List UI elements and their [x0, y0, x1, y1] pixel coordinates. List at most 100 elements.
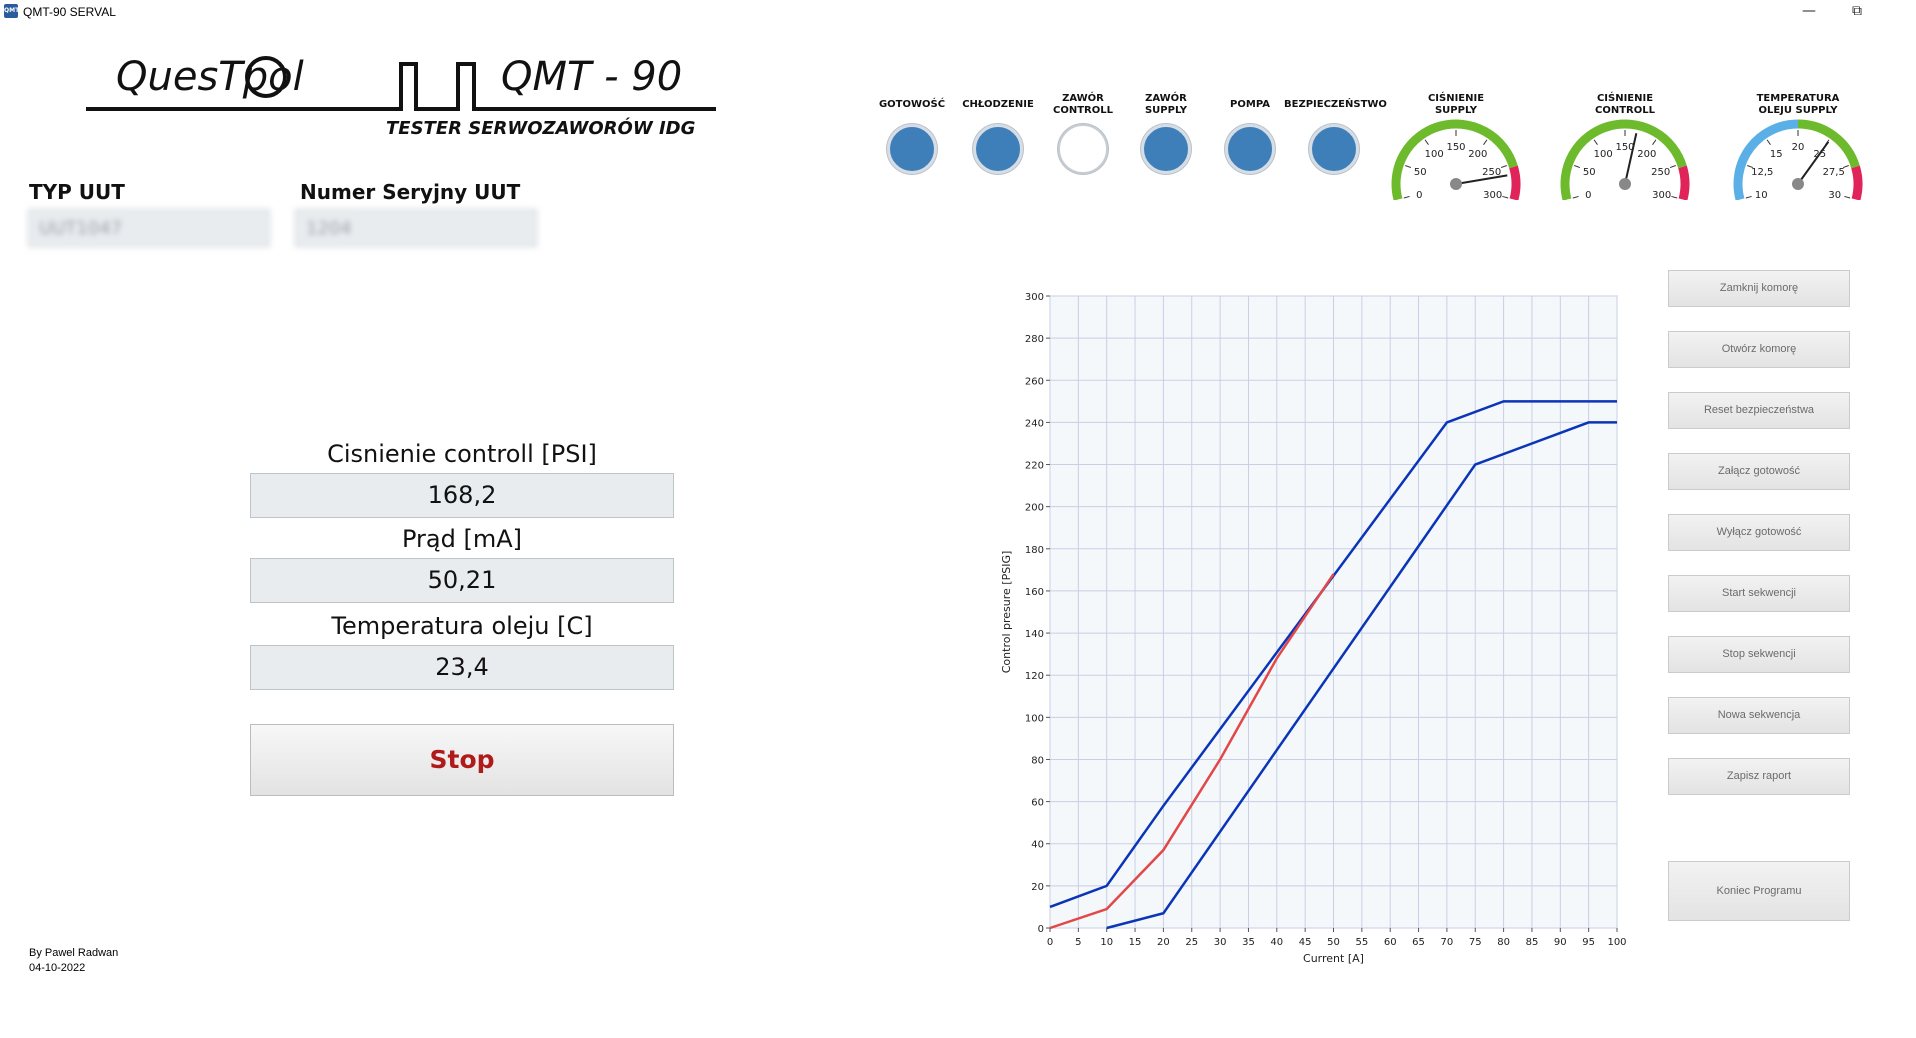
gauge-tick [1745, 195, 1752, 199]
stop-button[interactable]: Stop [250, 724, 674, 796]
x-tick-label: 10 [1100, 937, 1113, 948]
y-tick-label: 120 [1025, 671, 1044, 682]
gauge-tick-label: 200 [1637, 149, 1656, 160]
gauge-tick-label: 0 [1585, 190, 1591, 200]
x-tick-label: 20 [1157, 937, 1170, 948]
x-tick-label: 60 [1384, 937, 1397, 948]
x-tick-label: 30 [1214, 937, 1227, 948]
gauge-tick [1593, 139, 1598, 145]
uut-type-label: TYP UUT [29, 180, 125, 204]
indicator-label: ZAWÓR SUPPLY [1144, 93, 1188, 116]
title-bar: QMT QMT-90 SERVAL — ⧉ [0, 0, 1916, 24]
x-tick-label: 15 [1129, 937, 1142, 948]
gauge-hub [1450, 178, 1462, 190]
logo-waveform [86, 62, 716, 111]
x-axis-label: Current [A] [1303, 952, 1364, 965]
gauge-tick-label: 250 [1651, 167, 1670, 178]
gauge-band [1509, 165, 1521, 200]
gauge-tick [1572, 195, 1579, 199]
control-button[interactable]: Zamknij komorę [1668, 270, 1850, 307]
x-tick-label: 75 [1469, 937, 1482, 948]
gauge-tick-label: 300 [1652, 190, 1671, 200]
gauge-hub [1792, 178, 1804, 190]
control-button[interactable]: Nowa sekwencja [1668, 697, 1850, 734]
x-tick-label: 45 [1299, 937, 1312, 948]
x-tick-label: 70 [1441, 937, 1454, 948]
current-label: Prąd [mA] [401, 525, 522, 553]
gauge-tick-label: 10 [1755, 190, 1768, 200]
gauge-tick [1669, 165, 1676, 169]
gauge-tick-label: 30 [1828, 190, 1841, 200]
x-tick-label: 0 [1047, 937, 1053, 948]
logo-subtitle: TESTER SERWOZAWORÓW IDG [386, 117, 695, 139]
gauge-tick-label: 27,5 [1823, 167, 1845, 178]
gauge-tick-label: 0 [1416, 190, 1422, 200]
y-tick-label: 100 [1025, 713, 1044, 724]
author-info: By Pawel Radwan 04-10-2022 [29, 946, 118, 976]
gauge-hub [1619, 178, 1631, 190]
chart-series-line [1049, 573, 1335, 930]
indicator-lamp [1058, 124, 1108, 174]
logo-circle [245, 56, 287, 98]
uut-type-field[interactable]: UUT1047 [28, 209, 270, 247]
author-date: 04-10-2022 [29, 962, 86, 974]
x-tick-label: 55 [1355, 937, 1368, 948]
current-value: 50,21 [250, 558, 674, 603]
y-tick-label: 40 [1031, 840, 1044, 851]
oil-temperature-value: 23,4 [250, 645, 674, 690]
y-tick-label: 220 [1025, 461, 1044, 472]
y-tick-label: 240 [1025, 418, 1044, 429]
indicator-label: POMPA [1230, 99, 1270, 110]
y-tick-label: 80 [1031, 755, 1044, 766]
gauge-tick-label: 20 [1792, 142, 1805, 153]
indicator-lamp [1141, 124, 1191, 174]
gauge-band [1391, 119, 1518, 200]
x-tick-label: 40 [1270, 937, 1283, 948]
logo-model: QMT - 90 [501, 54, 682, 100]
control-button[interactable]: Reset bezpieczeństwa [1668, 392, 1850, 429]
gauge-band [1678, 165, 1690, 200]
control-pressure-label: Cisnienie controll [PSI] [327, 440, 597, 468]
indicator-lamp [887, 124, 937, 174]
gauge-tick-label: 300 [1483, 190, 1502, 200]
gauge-tick [1652, 139, 1657, 145]
gauge-tick [1844, 195, 1851, 199]
control-button[interactable]: Załącz gotowość [1668, 453, 1850, 490]
gauge-tick [1671, 195, 1678, 199]
gauge-tick-label: 100 [1594, 149, 1613, 160]
gauge-tick [1405, 165, 1412, 169]
gauge-band [1851, 165, 1863, 200]
gauge-needle [1624, 133, 1638, 185]
y-tick-label: 20 [1031, 882, 1044, 893]
gauge-tick [1424, 139, 1429, 145]
gauge-tick [1483, 139, 1488, 145]
control-pressure-value: 168,2 [250, 473, 674, 518]
gauge-tick [1747, 165, 1754, 169]
gauge-tick-label: 50 [1414, 167, 1427, 178]
restore-button[interactable]: ⧉ [1852, 3, 1862, 19]
end-program-button[interactable]: Koniec Programu [1668, 861, 1850, 921]
app-icon: QMT [4, 4, 19, 18]
x-tick-label: 25 [1185, 937, 1198, 948]
gauge-band [1560, 119, 1687, 200]
minimize-button[interactable]: — [1802, 3, 1816, 19]
uut-serial-label: Numer Seryjny UUT [300, 180, 521, 204]
x-tick-label: 85 [1526, 937, 1539, 948]
uut-serial-field[interactable]: 1204 [295, 209, 537, 247]
x-tick-label: 95 [1582, 937, 1595, 948]
y-tick-label: 0 [1038, 924, 1044, 935]
control-button[interactable]: Otwórz komorę [1668, 331, 1850, 368]
indicator-label: GOTOWOŚĆ [878, 99, 946, 110]
gauge-tick [1766, 139, 1771, 145]
control-button[interactable]: Start sekwencji [1668, 575, 1850, 612]
gauge-tick [1502, 195, 1509, 199]
gauge-tick-label: 150 [1446, 142, 1465, 153]
x-tick-label: 65 [1412, 937, 1425, 948]
control-button[interactable]: Stop sekwencji [1668, 636, 1850, 673]
control-button[interactable]: Wyłącz gotowość [1668, 514, 1850, 551]
control-button[interactable]: Zapisz raport [1668, 758, 1850, 795]
gauge-tick-label: 50 [1583, 167, 1596, 178]
